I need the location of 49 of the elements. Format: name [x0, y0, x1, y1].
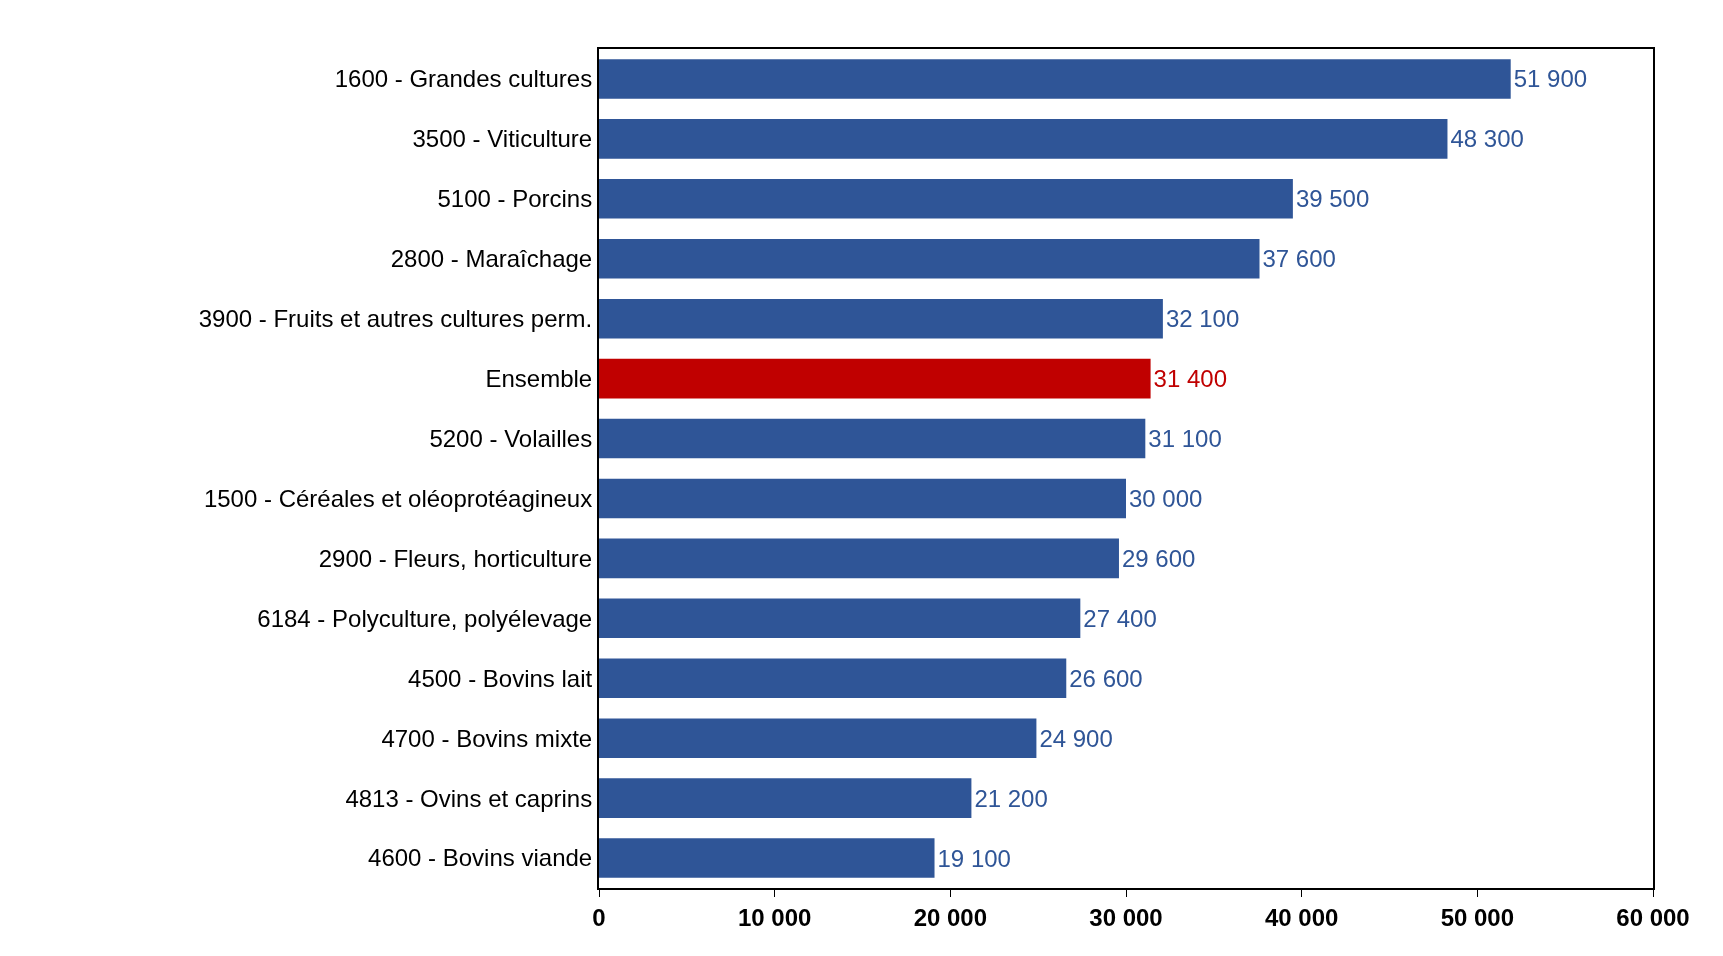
bar	[599, 119, 1448, 159]
bar	[599, 478, 1126, 519]
data-label: 37 600	[1262, 245, 1336, 273]
y-tick-label: 4600 - Bovins viande	[368, 844, 593, 872]
x-tick-label: 30 000	[1089, 903, 1163, 931]
x-tick-label: 20 000	[913, 903, 988, 931]
y-tick-label: 5100 - Porcins	[437, 185, 593, 213]
data-label: 48 300	[1450, 125, 1524, 153]
y-tick-label: 3900 - Fruits et autres cultures perm.	[198, 305, 593, 333]
x-tick-label: 50 000	[1440, 903, 1515, 931]
data-label: 27 400	[1083, 604, 1157, 632]
y-tick-label: 4700 - Bovins mixte	[381, 724, 593, 752]
y-tick-label: 1600 - Grandes cultures	[334, 65, 593, 93]
data-label: 21 200	[974, 784, 1048, 812]
bar	[599, 179, 1293, 219]
y-tick-label: 2800 - Maraîchage	[390, 245, 593, 273]
y-tick-label: 4500 - Bovins lait	[408, 664, 593, 692]
bar	[599, 718, 1037, 758]
bar	[599, 598, 1081, 639]
data-label: 26 600	[1069, 664, 1143, 692]
x-tick-label: 0	[592, 903, 606, 931]
bar	[599, 838, 935, 878]
bar	[599, 658, 1067, 699]
x-tick-label: 40 000	[1264, 903, 1339, 931]
data-label: 31 400	[1153, 365, 1227, 393]
y-tick-label: 6184 - Polyculture, polyélevage	[257, 604, 593, 632]
y-tick-label: Ensemble	[485, 365, 593, 393]
bar	[599, 298, 1163, 339]
data-label: 24 900	[1039, 724, 1113, 752]
data-label: 32 100	[1165, 305, 1240, 333]
bar	[599, 418, 1146, 459]
data-label: 39 500	[1295, 185, 1370, 213]
y-tick-label: 2900 - Fleurs, horticulture	[318, 544, 593, 572]
bar	[599, 778, 972, 818]
data-label: 29 600	[1121, 544, 1196, 572]
data-label: 19 100	[937, 844, 1011, 872]
bar	[599, 59, 1511, 99]
y-tick-label: 4813 - Ovins et caprins	[345, 784, 593, 812]
data-label: 30 000	[1129, 484, 1203, 512]
x-tick-label: 60 000	[1616, 903, 1690, 931]
data-label: 31 100	[1148, 425, 1222, 453]
x-tick-label: 10 000	[737, 903, 812, 931]
y-tick-label: 5200 - Volailles	[429, 424, 593, 452]
bar	[599, 538, 1119, 579]
y-tick-label: 1500 - Céréales et oléoprotéagineux	[203, 484, 593, 512]
data-label: 51 900	[1513, 65, 1588, 93]
bar	[599, 238, 1260, 279]
bar	[599, 358, 1151, 399]
y-tick-label: 3500 - Viticulture	[412, 125, 593, 153]
